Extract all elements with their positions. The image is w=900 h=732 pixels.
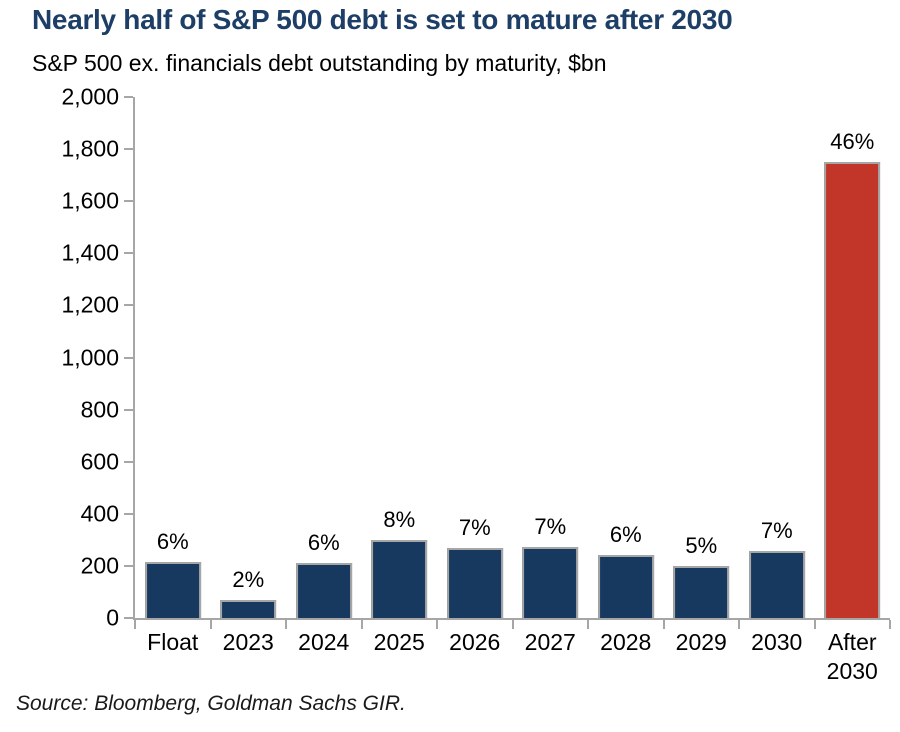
bar-value-label: 2% xyxy=(232,566,265,592)
y-axis-tick-label: 1,400 xyxy=(61,239,119,266)
bar-value-label: 6% xyxy=(609,521,642,547)
source-note: Source: Bloomberg, Goldman Sachs GIR. xyxy=(16,692,406,715)
x-axis-tick-mark xyxy=(587,620,589,629)
y-axis-tick-mark xyxy=(124,408,133,411)
y-axis-tick-mark xyxy=(124,304,133,307)
x-axis-tick-mark xyxy=(813,620,816,629)
x-axis-tick-mark xyxy=(209,620,212,629)
bar-value-label: 8% xyxy=(383,506,416,532)
x-axis-label: After 2030 xyxy=(826,629,878,684)
x-axis-tick-mark xyxy=(889,620,891,629)
x-axis-label: 2025 xyxy=(373,629,425,655)
x-axis-tick-mark xyxy=(436,620,438,629)
y-axis-tick-mark xyxy=(124,200,133,203)
bar-slot: 46% After 2030 xyxy=(815,97,891,684)
bar xyxy=(220,599,277,618)
bar-slot: 6% Float xyxy=(135,97,211,655)
bar-value-label: 7% xyxy=(760,517,793,543)
x-axis-tick-mark xyxy=(360,620,363,629)
y-axis-tick-mark xyxy=(124,252,133,255)
bar-slot: 8% 2025 xyxy=(362,97,438,655)
y-axis-tick-mark xyxy=(124,96,133,98)
x-axis-tick-mark xyxy=(134,620,136,629)
y-axis-tick-mark xyxy=(124,617,133,619)
bar-slot: 7% 2027 xyxy=(513,97,589,655)
bar xyxy=(295,563,352,618)
bar-slot: 2% 2023 xyxy=(211,97,287,655)
y-axis-tick-label: 400 xyxy=(80,500,119,527)
x-axis-label: 2023 xyxy=(222,629,274,655)
y-axis-tick-mark xyxy=(124,460,133,463)
x-axis-label: 2030 xyxy=(751,629,803,655)
bar-value-label: 46% xyxy=(830,129,875,155)
x-axis-tick-mark xyxy=(285,620,287,629)
bar-value-label: 5% xyxy=(685,533,718,559)
x-axis-label: 2024 xyxy=(298,629,350,655)
bar-slot: 7% 2030 xyxy=(739,97,815,655)
x-axis-label: 2026 xyxy=(449,629,501,655)
y-axis-tick-label: 600 xyxy=(80,448,119,475)
bar-highlight xyxy=(824,162,881,618)
x-axis-tick-mark xyxy=(662,620,665,629)
bar-value-label: 7% xyxy=(458,515,491,541)
y-axis-tick-label: 0 xyxy=(106,604,119,631)
y-axis-tick-mark xyxy=(124,148,133,151)
y-axis-tick-label: 1,800 xyxy=(61,135,119,162)
y-axis-tick-mark xyxy=(124,356,133,359)
x-axis-tick-mark xyxy=(738,620,740,629)
bar-series: 6% Float 2% 2023 6% 2024 8% 2025 7% 2026 7% 2027 6% 2… xyxy=(135,97,891,684)
bar xyxy=(673,566,730,618)
chart-title: Nearly half of S&P 500 debt is set to ma… xyxy=(32,4,733,35)
plot-area: 0 200 400 600 800 1,000 1,200 1,400 1,600 1,800 2,… xyxy=(61,84,891,684)
bar xyxy=(446,548,503,618)
x-axis-label: Float xyxy=(147,629,199,655)
x-axis-label: 2027 xyxy=(524,629,576,655)
bar xyxy=(144,562,201,618)
y-axis-tick-label: 1,000 xyxy=(61,344,119,370)
bar-slot: 5% 2029 xyxy=(664,97,740,655)
bar-value-label: 6% xyxy=(307,530,340,556)
y-axis-tick-label: 2,000 xyxy=(61,83,119,110)
x-axis-label: 2028 xyxy=(600,629,652,655)
bar-slot: 6% 2028 xyxy=(588,97,664,655)
y-axis-tick-label: 1,200 xyxy=(61,291,119,318)
x-axis-label: 2029 xyxy=(675,629,727,655)
y-axis-tick-label: 1,600 xyxy=(61,187,119,214)
x-axis-tick-mark xyxy=(511,620,514,629)
bar xyxy=(371,539,428,618)
bar xyxy=(748,550,805,618)
bar-slot: 7% 2026 xyxy=(437,97,513,655)
chart-subtitle: S&P 500 ex. financials debt outstanding … xyxy=(32,50,607,76)
bar-value-label: 6% xyxy=(156,529,189,554)
y-axis-tick-mark xyxy=(124,564,133,567)
y-axis-tick-label: 800 xyxy=(80,396,119,423)
bar xyxy=(522,546,579,618)
y-axis-tick-label: 200 xyxy=(80,552,119,579)
bar-slot: 6% 2024 xyxy=(286,97,362,655)
y-axis-tick-mark xyxy=(124,512,133,515)
bar-value-label: 7% xyxy=(534,513,567,539)
bar xyxy=(597,554,654,618)
